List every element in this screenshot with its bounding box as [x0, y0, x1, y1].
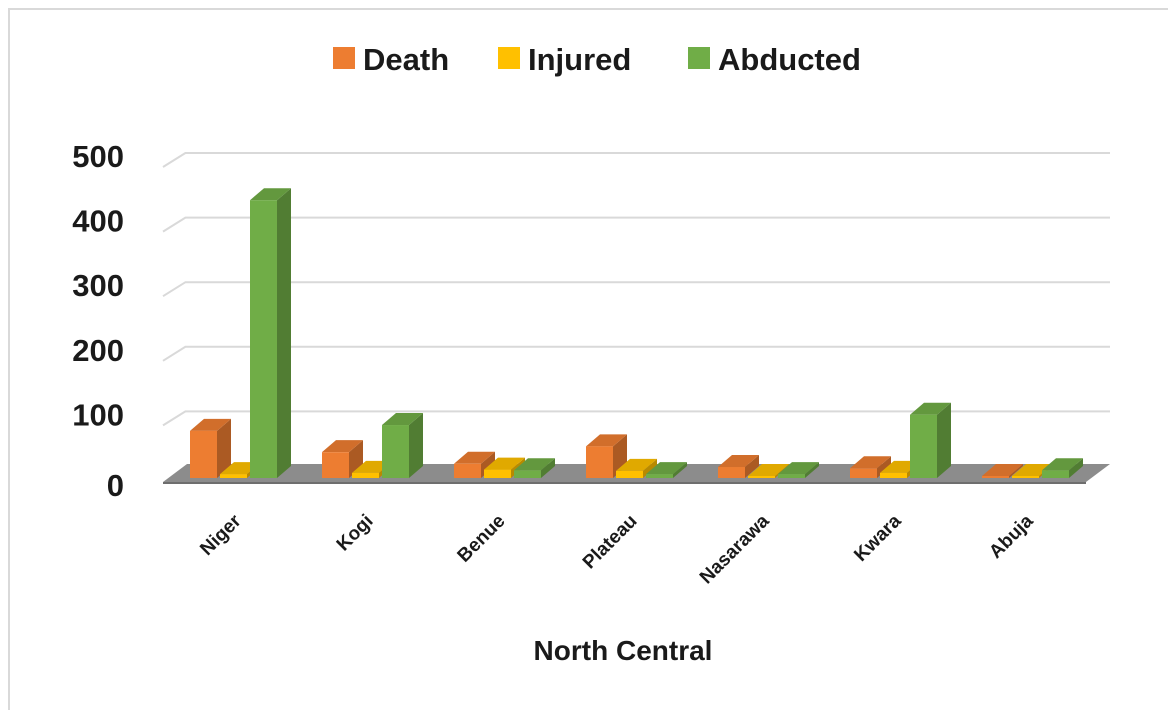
y-tick-label: 400	[72, 204, 124, 239]
y-tick-label: 200	[72, 333, 124, 368]
bar-side	[1009, 464, 1023, 478]
bar-side	[673, 462, 687, 478]
legend-item-abducted: Abducted	[688, 42, 861, 77]
bar-front	[250, 200, 277, 478]
bar-kogi-abducted	[382, 413, 423, 478]
y-tick-label: 100	[72, 397, 124, 432]
bar-front	[322, 452, 349, 478]
bars	[190, 188, 1083, 478]
x-tick-label: Kwara	[850, 510, 905, 565]
bar-front	[982, 476, 1009, 478]
x-tick-label: Nasarawa	[696, 510, 774, 588]
bar-front	[748, 476, 775, 478]
y-tick-label: 500	[72, 139, 124, 174]
gridline	[162, 152, 1110, 168]
bar-front	[484, 469, 511, 478]
bar-top	[454, 451, 495, 464]
x-tick-label: Benue	[454, 511, 510, 567]
bar-side	[217, 418, 231, 478]
bar-front	[850, 468, 877, 478]
bar-abuja-death	[982, 464, 1023, 478]
gridlines	[162, 152, 1110, 427]
bar-front	[910, 414, 937, 478]
legend-label: Death	[363, 42, 449, 77]
bar-niger-abducted	[250, 188, 291, 478]
legend-label: Injured	[528, 42, 631, 77]
bar-side	[409, 413, 423, 478]
bar-front	[586, 446, 613, 478]
chart-frame	[8, 8, 1168, 710]
legend-swatch	[498, 47, 520, 69]
bar-top	[910, 402, 951, 415]
x-axis-label: North Central	[534, 635, 713, 666]
bar-top	[778, 462, 819, 475]
gridline	[162, 410, 1110, 427]
floor-edge	[163, 482, 1086, 484]
bar-front	[718, 467, 745, 478]
bar-nasarawa-death	[718, 455, 759, 478]
y-tick-label: 0	[107, 468, 124, 503]
gridline	[162, 345, 1110, 362]
x-tick-label: Plateau	[579, 511, 642, 574]
legend-item-injured: Injured	[498, 42, 631, 77]
bar-nasarawa-abducted	[778, 462, 819, 478]
bar-top	[1012, 464, 1053, 476]
bar-top	[382, 413, 423, 426]
bar-side	[277, 188, 291, 478]
bar-side	[745, 455, 759, 478]
bar-side	[805, 462, 819, 478]
bar-front	[454, 463, 481, 478]
bar-front	[880, 472, 907, 478]
bar-front	[646, 474, 673, 478]
legend-swatch	[688, 47, 710, 69]
bar-plateau-injured	[616, 458, 657, 478]
bar-kwara-abducted	[910, 402, 951, 478]
bar-top	[646, 462, 687, 475]
bar-side	[1069, 458, 1083, 478]
bar-top	[322, 440, 363, 453]
legend-label: Abducted	[718, 42, 861, 77]
bar-top	[616, 458, 657, 471]
bar-top	[484, 457, 525, 470]
bar-top	[850, 456, 891, 469]
bar-top	[982, 464, 1023, 476]
y-axis-ticks: 0 100 200 300 400 500	[72, 139, 124, 503]
bar-plateau-abducted	[646, 462, 687, 478]
x-tick-label: Abuja	[985, 510, 1037, 562]
bar-front	[220, 474, 247, 478]
bar-front	[514, 470, 541, 478]
bar-front	[382, 425, 409, 478]
bar-front	[1042, 470, 1069, 478]
bar-niger-death	[190, 418, 231, 478]
bar-side	[541, 458, 555, 478]
bar-top	[586, 434, 627, 447]
bar-side	[643, 458, 657, 478]
bar-abuja-abducted	[1042, 458, 1083, 478]
bar-top	[718, 455, 759, 468]
bar-top	[190, 418, 231, 431]
gridline	[162, 281, 1110, 298]
legend-item-death: Death	[333, 42, 449, 77]
bar-front	[1012, 476, 1039, 478]
legend-swatch	[333, 47, 355, 69]
bar-front	[778, 474, 805, 478]
bar-top	[514, 458, 555, 471]
bar-top	[748, 464, 789, 476]
bar-kogi-death	[322, 440, 363, 478]
y-tick-label: 300	[72, 268, 124, 303]
legend: Death Injured Abducted	[333, 42, 861, 77]
bar-front	[352, 472, 379, 478]
bar-front	[190, 430, 217, 478]
bar-benue-abducted	[514, 458, 555, 478]
gridline	[162, 216, 1110, 233]
x-tick-label: Niger	[196, 510, 246, 560]
x-tick-label: Kogi	[333, 511, 378, 556]
bar-side	[937, 402, 951, 478]
bar-front	[616, 470, 643, 478]
bar-top	[250, 188, 291, 201]
x-axis-categories: Niger Kogi Benue Plateau Nasarawa Kwara Abuja	[196, 510, 1038, 588]
bar-top	[1042, 458, 1083, 471]
